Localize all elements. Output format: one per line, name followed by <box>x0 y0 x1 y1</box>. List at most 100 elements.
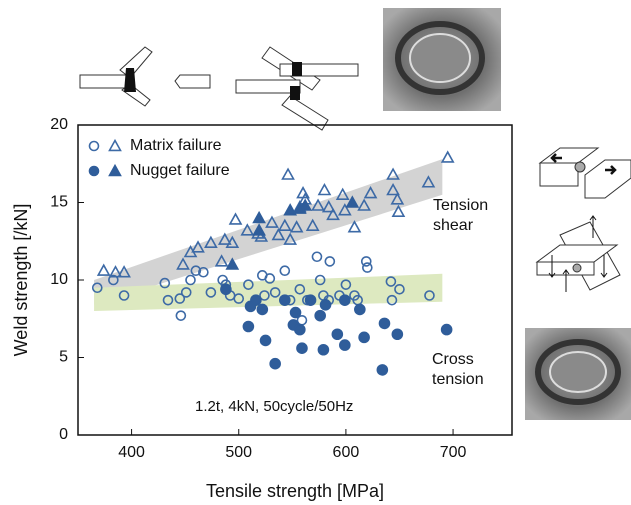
circle-point <box>220 283 232 296</box>
triangle-point <box>240 223 255 236</box>
triangle-point <box>317 182 332 196</box>
band-label: Cross <box>432 351 474 368</box>
triangle-point <box>117 265 131 278</box>
circle-point <box>294 283 306 295</box>
triangle-point <box>391 204 406 217</box>
circle-point <box>294 323 306 336</box>
triangle-point <box>326 207 340 221</box>
circle-point <box>314 274 326 286</box>
circle-point <box>174 293 186 304</box>
triangle-point <box>96 263 111 276</box>
circle-point <box>311 251 323 263</box>
circle-point <box>362 262 373 273</box>
triangle-point <box>191 240 205 253</box>
circle-point <box>289 306 302 319</box>
x-tick-label: 700 <box>440 444 467 461</box>
circle-point <box>269 357 281 370</box>
circle-point <box>394 283 405 295</box>
plot-frame <box>77 124 513 436</box>
y-tick-label: 20 <box>50 116 68 133</box>
triangle-point <box>386 167 400 180</box>
triangle-point <box>217 232 232 245</box>
circle-point <box>259 290 270 301</box>
circle-point <box>233 293 245 304</box>
circle-point <box>264 273 276 284</box>
x-tick-label: 500 <box>225 444 252 461</box>
triangle-point <box>108 265 123 278</box>
triangle-point <box>281 167 295 180</box>
circle-point <box>386 294 398 306</box>
triangle-point <box>176 257 190 270</box>
triangle-point <box>390 192 405 205</box>
y-tick-label: 5 <box>59 349 68 366</box>
circle-point <box>391 328 404 341</box>
triangle-point <box>305 218 320 231</box>
band-label: shear <box>433 217 474 234</box>
y-tick-label: 10 <box>50 271 68 288</box>
circle-point <box>378 317 391 330</box>
triangle-point <box>357 198 371 211</box>
x-tick-label: 400 <box>118 444 145 461</box>
circle-point <box>319 298 332 311</box>
circle-point <box>259 334 272 347</box>
triangle-point <box>214 254 229 267</box>
triangle-point <box>335 187 350 200</box>
circle-point <box>198 266 209 278</box>
band-label: Tension <box>433 197 488 214</box>
circle-point <box>360 256 372 267</box>
triangle-point <box>386 182 400 196</box>
circle-point <box>162 294 174 306</box>
circle-point <box>256 303 269 316</box>
weld-photo-top <box>383 8 501 111</box>
circle-point <box>354 303 366 316</box>
circle-point <box>440 323 453 336</box>
triangle-point <box>252 210 266 224</box>
triangle-point <box>283 203 298 216</box>
circle-point <box>376 364 389 376</box>
triangle-point <box>204 235 218 248</box>
circle-point <box>118 290 130 301</box>
triangle-point <box>277 218 292 231</box>
circle-point <box>324 256 336 267</box>
circle-point <box>317 343 330 356</box>
triangle-point <box>265 215 279 228</box>
tension-shear-illustration <box>79 46 211 107</box>
circle-point <box>91 282 103 294</box>
circle-point <box>279 294 291 306</box>
circle-point <box>175 310 187 321</box>
circle-point <box>279 265 291 277</box>
triangle-point <box>183 244 198 258</box>
circle-point <box>180 287 192 298</box>
circle-point <box>250 294 262 306</box>
legend-marker <box>108 138 122 152</box>
circle-point <box>340 279 352 290</box>
triangle-point <box>311 198 325 211</box>
circle-point <box>424 290 435 301</box>
circle-point <box>269 287 281 298</box>
circle-point <box>339 294 351 306</box>
circle-point <box>358 331 370 344</box>
circle-point <box>159 277 171 289</box>
triangle-point <box>321 200 336 213</box>
triangle-point <box>228 212 243 225</box>
triangle-point <box>271 227 286 241</box>
lap-joint-illustration <box>235 46 359 131</box>
legend-label: Nugget failure <box>130 162 230 179</box>
triangle-point <box>254 229 269 242</box>
annotation: 1.2t, 4kN, 50cycle/50Hz <box>195 398 353 415</box>
triangle-point <box>345 195 360 208</box>
plot: 400 500 600 700 0 5 10 15 20 Tension shear Cross ten… <box>50 116 488 461</box>
legend-label: Matrix failure <box>130 137 222 154</box>
y-tick-label: 15 <box>50 194 68 211</box>
x-tick-label: 600 <box>333 444 360 461</box>
circle-point <box>205 287 217 298</box>
x-axis-label: Tensile strength [MPa] <box>206 481 384 501</box>
circle-point <box>331 328 344 341</box>
cross-tension-illustration <box>535 147 631 292</box>
circle-point <box>108 274 119 286</box>
circle-point <box>339 339 351 351</box>
triangle-point <box>289 220 304 233</box>
band-label: tension <box>432 371 484 388</box>
circle-point <box>242 320 255 333</box>
circle-point <box>304 294 317 306</box>
